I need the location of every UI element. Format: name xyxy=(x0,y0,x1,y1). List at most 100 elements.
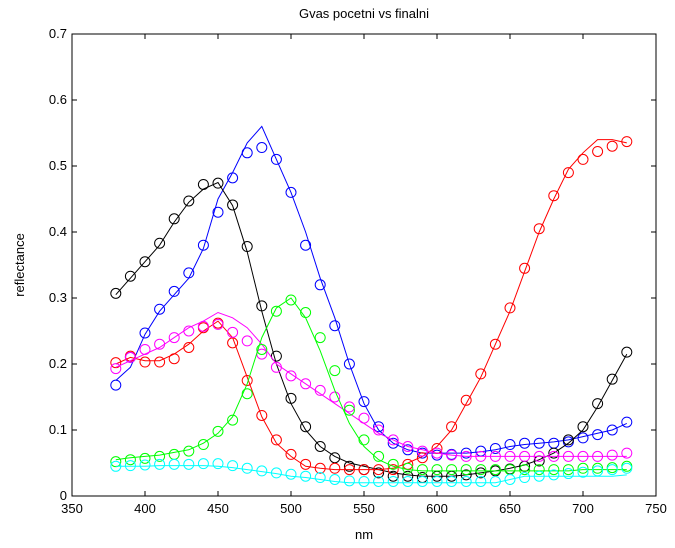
x-tick-label: 450 xyxy=(207,501,229,516)
data-point xyxy=(358,412,370,424)
data-point xyxy=(241,462,253,474)
data-point xyxy=(460,475,472,487)
y-tick-label: 0.4 xyxy=(49,224,67,239)
x-tick-label: 600 xyxy=(426,501,448,516)
data-point xyxy=(270,350,282,362)
data-point xyxy=(314,472,326,484)
data-point xyxy=(460,447,472,459)
data-point xyxy=(183,458,195,470)
data-point xyxy=(475,464,487,476)
y-tick-label: 0.2 xyxy=(49,356,67,371)
data-point xyxy=(460,394,472,406)
data-point xyxy=(241,375,253,386)
data-point xyxy=(183,195,195,207)
data-point xyxy=(139,452,151,464)
data-point xyxy=(621,346,633,358)
data-point xyxy=(606,373,618,385)
data-point xyxy=(285,448,297,460)
data-point xyxy=(343,464,355,476)
data-point xyxy=(621,462,633,474)
data-point xyxy=(606,449,618,461)
data-point xyxy=(373,450,385,462)
data-point xyxy=(577,466,589,478)
data-point xyxy=(592,398,604,410)
data-point xyxy=(460,469,472,481)
series-1 xyxy=(110,177,633,484)
data-point xyxy=(387,470,399,482)
series-line xyxy=(115,125,628,454)
data-point xyxy=(183,267,195,279)
data-point xyxy=(402,462,414,474)
y-tick-label: 0.3 xyxy=(49,290,67,305)
data-point xyxy=(621,136,633,148)
data-point xyxy=(256,300,268,312)
data-point xyxy=(562,464,574,476)
data-point xyxy=(533,437,545,449)
data-point xyxy=(431,447,443,459)
data-point xyxy=(489,464,501,476)
data-point xyxy=(270,153,282,165)
data-point xyxy=(168,458,180,470)
data-point xyxy=(168,285,180,297)
data-point xyxy=(154,450,166,462)
data-point xyxy=(519,262,531,274)
data-point xyxy=(154,303,166,315)
data-point xyxy=(168,213,180,225)
data-point xyxy=(460,450,472,462)
data-point xyxy=(139,459,151,471)
data-point xyxy=(562,468,574,480)
data-point xyxy=(475,467,487,479)
data-point xyxy=(256,142,268,154)
data-point xyxy=(329,462,341,474)
data-point xyxy=(416,445,428,457)
data-point xyxy=(183,445,195,457)
y-axis-label: reflectance xyxy=(12,233,27,297)
data-point xyxy=(592,429,604,441)
data-point xyxy=(124,270,136,282)
data-point xyxy=(154,356,166,368)
data-point xyxy=(592,462,604,474)
data-point xyxy=(300,239,312,251)
data-point xyxy=(358,434,370,446)
data-point xyxy=(212,458,224,470)
data-point xyxy=(373,421,385,433)
data-point xyxy=(562,434,574,446)
data-point xyxy=(475,450,487,462)
data-point xyxy=(358,475,370,487)
data-point xyxy=(548,450,560,462)
series-line xyxy=(115,181,628,477)
data-point xyxy=(416,464,428,476)
y-tick-label: 0.5 xyxy=(49,158,67,173)
data-point xyxy=(227,199,239,211)
data-point xyxy=(270,361,282,373)
data-point xyxy=(212,177,224,189)
data-point xyxy=(139,356,151,368)
data-point xyxy=(285,294,297,306)
data-point xyxy=(577,450,589,462)
data-point xyxy=(212,318,224,330)
data-point xyxy=(446,421,458,433)
data-point xyxy=(358,464,370,476)
data-point xyxy=(241,147,253,159)
data-point xyxy=(343,460,355,472)
data-point xyxy=(110,287,122,299)
data-point xyxy=(343,401,355,413)
data-point xyxy=(314,332,326,344)
data-point xyxy=(110,357,122,369)
data-point xyxy=(139,327,151,339)
data-point xyxy=(519,450,531,462)
series-line xyxy=(115,139,627,471)
data-point xyxy=(489,338,501,350)
plot-area xyxy=(71,33,657,497)
data-point xyxy=(154,458,166,470)
data-point xyxy=(300,458,312,470)
x-tick-label: 500 xyxy=(280,501,302,516)
data-point xyxy=(416,452,428,464)
data-point xyxy=(577,421,589,433)
data-point xyxy=(592,450,604,462)
data-point xyxy=(533,464,545,476)
data-point xyxy=(387,437,399,449)
x-tick-label: 700 xyxy=(572,501,594,516)
data-point xyxy=(621,416,633,428)
